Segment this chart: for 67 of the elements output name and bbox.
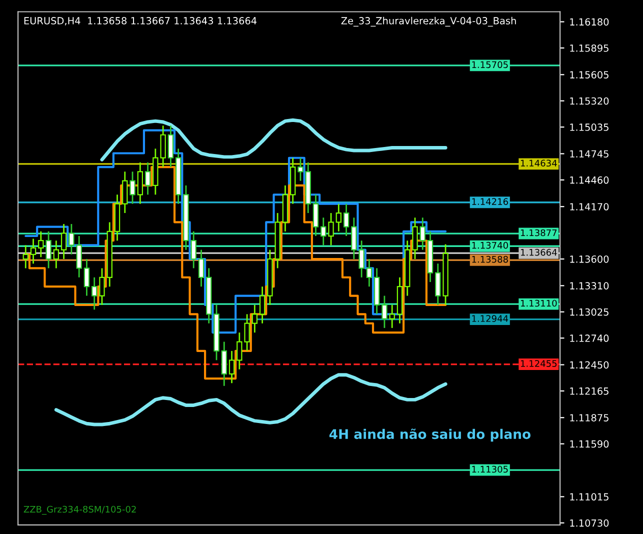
y-tick-label: 1.14170 <box>570 203 609 210</box>
candlestick <box>366 258 372 288</box>
candlestick <box>198 249 204 288</box>
candlestick <box>22 244 28 269</box>
y-tick-label: 1.13310 <box>570 282 609 290</box>
y-tick-label: 1.12165 <box>570 387 608 395</box>
y-tick-label: 1.15035 <box>570 124 608 131</box>
y-tick-label: 1.11875 <box>570 414 608 422</box>
candlestick <box>336 203 342 232</box>
ref-line-label: 1.12944 <box>472 315 508 322</box>
candlestick <box>343 203 350 237</box>
candlestick <box>320 216 326 246</box>
candlestick <box>259 286 266 324</box>
ref-line-label: 1.13588 <box>472 256 508 263</box>
y-tick-label: 1.12450 <box>570 361 609 369</box>
candlestick <box>99 268 105 306</box>
y-tick-label: 1.10730 <box>570 519 609 527</box>
candlestick <box>412 216 418 260</box>
candlestick <box>228 350 235 384</box>
candlestick <box>312 194 319 237</box>
y-tick-label: 1.14460 <box>570 176 609 184</box>
candlestick <box>252 304 258 334</box>
candlestick <box>435 262 441 306</box>
candlestick <box>221 341 227 387</box>
y-tick-label: 1.11015 <box>570 493 608 501</box>
candlestick <box>328 212 334 246</box>
candlestick <box>38 230 44 258</box>
y-tick-label: 1.13025 <box>570 308 608 316</box>
ref-line-label: 1.14634 <box>521 160 557 167</box>
ref-line-label: 1.14216 <box>472 198 508 205</box>
candlestick <box>298 157 304 182</box>
line-series <box>100 118 448 162</box>
y-tick-label: 1.13600 <box>570 255 609 263</box>
candlestick <box>84 258 90 296</box>
candlestick <box>46 230 52 269</box>
annotation: 4H ainda não saiu do plano <box>329 428 531 442</box>
y-tick-label: 1.11590 <box>570 440 609 448</box>
ref-line-label: 1.13877 <box>521 229 557 236</box>
candlestick <box>130 170 136 205</box>
line-series <box>54 373 448 426</box>
candlestick <box>190 230 196 269</box>
ref-line-label: 1.15705 <box>472 61 508 68</box>
ref-line-label: 1.13110 <box>521 300 557 307</box>
ref-line-label: 1.12455 <box>521 360 557 367</box>
y-tick-label: 1.14745 <box>570 150 608 158</box>
y-tick-label: 1.15605 <box>570 71 608 78</box>
chart-title: EURUSD,H4 1.13658 1.13667 1.13643 1.13664 <box>24 17 257 26</box>
ref-line-label: 1.11305 <box>472 466 508 473</box>
candlestick <box>60 223 67 260</box>
y-tick-label: 1.16180 <box>570 18 609 26</box>
candlestick <box>389 304 395 329</box>
y-tick-label: 1.15320 <box>570 97 609 105</box>
candlestick <box>168 124 174 168</box>
candlestick <box>382 295 388 329</box>
candlestick <box>122 170 128 214</box>
candlestick <box>53 240 60 269</box>
annotation: Ze_33_Zhuravlerezka_V-04-03_Bash <box>341 16 516 27</box>
ref-line-label: 1.13664 <box>521 248 557 256</box>
candlestick <box>137 162 143 205</box>
candlestick <box>30 238 36 264</box>
candlestick <box>92 276 98 310</box>
candlestick <box>144 162 151 196</box>
ref-line-label: 1.13740 <box>472 242 508 249</box>
annotation: ZZB_Grz334-8SM/105-02 <box>24 506 136 515</box>
y-tick-label: 1.15895 <box>570 44 608 52</box>
candlestick <box>420 216 426 250</box>
y-tick-label: 1.12740 <box>570 334 609 342</box>
